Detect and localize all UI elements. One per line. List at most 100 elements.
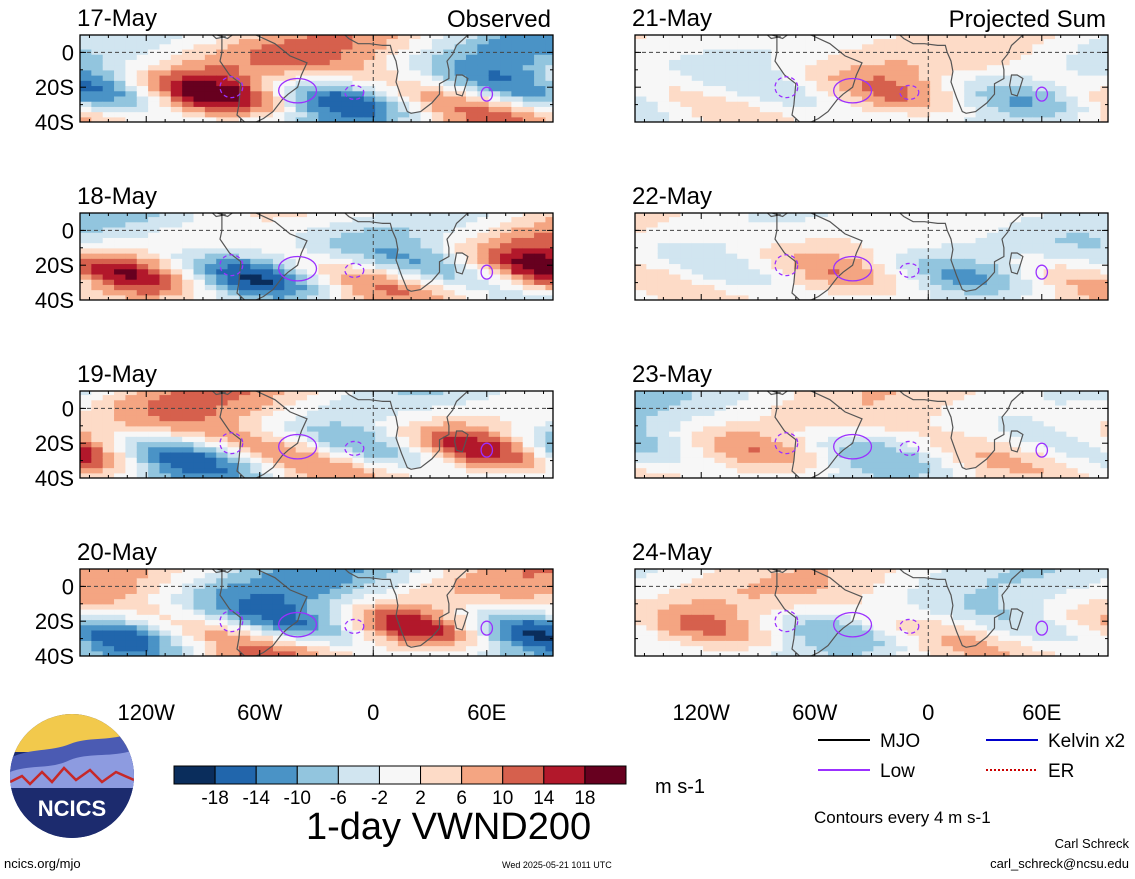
africa-outline [898, 391, 1024, 470]
contours-note: Contours every 4 m s-1 [814, 808, 991, 827]
madagascar-outline [1008, 430, 1024, 453]
madagascar-outline [453, 608, 469, 631]
low-contour [774, 76, 799, 99]
colorbar-tick-label: 18 [574, 788, 595, 809]
axis-ticks-group: 120W 60W 0 60E 120W 60W 0 60E [117, 700, 1061, 725]
south-america-outline [219, 391, 308, 478]
low-contour [774, 432, 799, 455]
x-tick-label: 0 [367, 700, 379, 725]
low-contour [480, 442, 494, 458]
africa-outline [898, 35, 1024, 114]
x-tick-label: 60W [237, 700, 282, 725]
site-link[interactable]: ncics.org/mjo [4, 856, 81, 871]
colorbar-swatch [173, 765, 216, 785]
low-contour [1035, 264, 1049, 280]
colorbar-tick-label: 2 [415, 788, 426, 809]
low-contour [899, 84, 920, 101]
heatmap-field [635, 569, 1108, 656]
low-contour [480, 620, 494, 636]
panel-date-label: 17-May [77, 5, 157, 32]
low-contour [480, 86, 494, 102]
south-america-outline [774, 569, 863, 656]
x-tick-label: 60W [792, 700, 837, 725]
low-contour [219, 432, 244, 455]
low-contour [219, 254, 244, 277]
madagascar-outline [453, 74, 469, 97]
africa-outline [898, 569, 1024, 648]
south-america-outline [219, 35, 308, 122]
low-contour [480, 264, 494, 280]
panel-17-may: 17-May Observed 0 20S 40S [35, 5, 554, 135]
africa-outline [343, 569, 469, 648]
colorbar-tick-label: -6 [330, 788, 347, 809]
colorbar-swatch [502, 765, 545, 785]
madagascar-outline [453, 430, 469, 453]
africa-outline [343, 391, 469, 470]
heatmap-field [80, 569, 553, 656]
author-name: Carl Schreck [1054, 836, 1129, 851]
heatmap-field [635, 213, 1108, 300]
timestamp: Wed 2025-05-21 1011 UTC [502, 860, 612, 870]
heatmap-field [635, 391, 1108, 478]
panel-date-label: 21-May [632, 5, 712, 32]
low-contour [344, 618, 365, 635]
panel-date-label: 19-May [77, 361, 157, 388]
units-label: m s-1 [655, 776, 705, 798]
legend-label: MJO [880, 731, 920, 752]
heatmap-field [635, 35, 1108, 122]
low-contour [833, 611, 873, 638]
panel-date-label: 24-May [632, 539, 712, 566]
low-contour [833, 77, 873, 104]
low-contour [278, 77, 318, 104]
low-contour [278, 433, 318, 460]
heatmap-field [80, 213, 553, 300]
heatmap-field [80, 391, 553, 478]
panel-21-may: 21-May Projected Sum [632, 5, 1109, 123]
central-america-outline [766, 213, 781, 218]
colorbar-swatch [543, 765, 586, 785]
x-tick-label: 60E [1022, 700, 1061, 725]
low-contour [278, 255, 318, 282]
x-tick-label: 120W [672, 700, 730, 725]
y-tick-label: 0 [62, 40, 74, 65]
south-america-outline [774, 35, 863, 122]
low-contour [278, 611, 318, 638]
madagascar-outline [1008, 74, 1024, 97]
x-tick-label: 120W [117, 700, 175, 725]
colorbar-swatch [584, 765, 627, 785]
y-tick-label: 40S [35, 110, 74, 135]
low-contour [774, 254, 799, 277]
legend: MJO Kelvin x2 Low ER [818, 731, 1125, 782]
low-contour [899, 262, 920, 279]
x-tick-label: 60E [467, 700, 506, 725]
legend-label: Low [880, 761, 915, 782]
low-contour [344, 262, 365, 279]
central-america-outline [211, 391, 226, 396]
colorbar-swatch [255, 765, 298, 785]
y-tick-label: 20S [35, 253, 74, 278]
south-america-outline [774, 391, 863, 478]
madagascar-outline [1008, 608, 1024, 631]
low-contour [1035, 86, 1049, 102]
low-contour [899, 440, 920, 457]
colorbar-swatch [461, 765, 504, 785]
colorbar-tick-label: -10 [284, 788, 311, 809]
y-tick-label: 40S [35, 644, 74, 669]
south-america-outline [774, 213, 863, 300]
colorbar-tick-label: -2 [371, 788, 388, 809]
y-tick-label: 20S [35, 609, 74, 634]
central-america-outline [211, 213, 226, 218]
colorbar-swatch [337, 765, 380, 785]
logo-text: NCICS [38, 796, 106, 821]
low-contour [219, 76, 244, 99]
central-america-outline [211, 35, 226, 40]
y-tick-label: 40S [35, 466, 74, 491]
legend-label: ER [1048, 761, 1074, 782]
panel-23-may: 23-May [632, 361, 1109, 479]
y-tick-label: 0 [62, 574, 74, 599]
heatmap-field [80, 35, 553, 122]
south-america-outline [219, 213, 308, 300]
